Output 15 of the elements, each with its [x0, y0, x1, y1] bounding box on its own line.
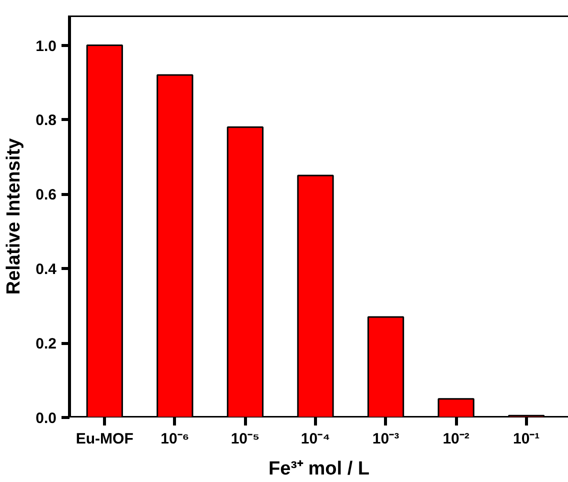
y-tick-label: 0.4	[36, 261, 58, 278]
x-tick-label: 10⁻⁴	[300, 430, 330, 448]
y-tick-label: 0.8	[36, 112, 57, 130]
y-tick-label: 0.2	[36, 336, 57, 353]
x-axis-title: Fe³⁺ mol / L	[268, 458, 370, 480]
x-tick-label: 10⁻¹	[512, 430, 540, 448]
x-tick-label: 10⁻³	[372, 430, 400, 448]
y-axis-title: Relative Intensity	[4, 138, 25, 295]
y-tick-label: 1.0	[36, 38, 57, 55]
x-tick-label: 10⁻²	[442, 430, 470, 448]
x-tick-label: Eu-MOF	[76, 430, 134, 448]
x-tick-label: 10⁻⁵	[230, 430, 260, 448]
y-tick-label: 0.6	[36, 186, 57, 204]
y-tick-label: 0.0	[36, 410, 57, 427]
x-tick-label: 10⁻⁶	[160, 430, 190, 448]
